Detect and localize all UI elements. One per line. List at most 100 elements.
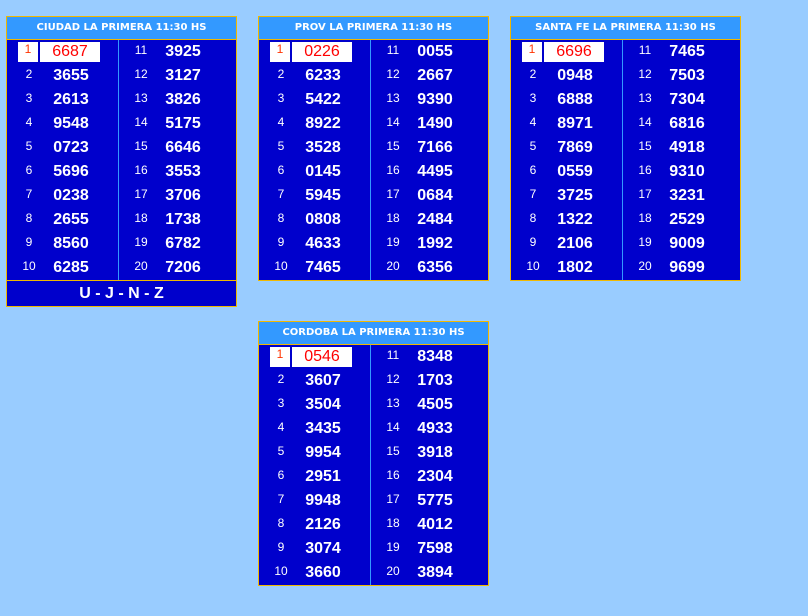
result-number: 5775 [417,492,453,509]
result-number: 7304 [669,91,705,108]
result-row: 15 4918 [623,136,735,160]
result-row: 3 5422 [259,88,371,112]
position-number: 15 [386,444,400,458]
result-number: 3826 [165,91,201,108]
position-number: 4 [529,115,537,129]
result-number: 3504 [305,396,341,413]
result-number: 4918 [669,139,705,156]
position-number: 13 [134,91,148,105]
position-number: 12 [386,372,400,386]
position-number: 1 [522,42,542,62]
result-number: 2655 [53,211,89,228]
results-grid: 1 0546 2 3607 3 3504 4 3435 5 9954 6 2951 7 9948 8 2126… [259,345,488,585]
panel-title: CORDOBA LA PRIMERA 11:30 HS [259,322,488,345]
result-number: 0684 [417,187,453,204]
position-number: 18 [386,516,400,530]
result-number: 3894 [417,564,453,581]
position-number: 1 [18,42,38,62]
result-row: 1 0546 [259,345,371,369]
result-number: 1992 [417,235,453,252]
result-row: 19 6782 [119,232,231,256]
result-row: 7 0238 [7,184,119,208]
result-row: 2 3655 [7,64,119,88]
position-number: 15 [134,139,148,153]
result-number: 7869 [557,139,593,156]
result-number: 2529 [669,211,705,228]
result-row: 11 7465 [623,40,735,64]
result-row: 16 3553 [119,160,231,184]
result-number: 4933 [417,420,453,437]
result-row: 9 4633 [259,232,371,256]
result-number: 9948 [305,492,341,509]
result-row: 6 2951 [259,465,371,489]
result-number: 2106 [557,235,593,252]
result-number: 0226 [292,42,352,62]
result-number: 3655 [53,67,89,84]
position-number: 3 [529,91,537,105]
result-row: 16 9310 [623,160,735,184]
result-row: 4 8971 [511,112,623,136]
position-number: 1 [270,42,290,62]
result-number: 7465 [669,43,705,60]
result-number: 9699 [669,259,705,276]
result-number: 2613 [53,91,89,108]
position-number: 6 [277,163,285,177]
position-number: 7 [25,187,33,201]
result-number: 1738 [165,211,201,228]
result-number: 8348 [417,348,453,365]
result-row: 6 0145 [259,160,371,184]
result-row: 9 3074 [259,537,371,561]
position-number: 11 [638,43,652,57]
result-number: 2951 [305,468,341,485]
result-row: 17 5775 [371,489,483,513]
results-panel: SANTA FE LA PRIMERA 11:30 HS 1 6696 2 0948 3 6… [510,16,741,281]
result-number: 6687 [40,42,100,62]
result-number: 6696 [544,42,604,62]
divider [118,40,119,280]
result-row: 20 6356 [371,256,483,280]
result-number: 2667 [417,67,453,84]
position-number: 20 [134,259,148,273]
result-row: 19 7598 [371,537,483,561]
result-number: 0055 [417,43,453,60]
result-number: 7503 [669,67,705,84]
result-row: 10 6285 [7,256,119,280]
position-number: 3 [25,91,33,105]
position-number: 4 [277,115,285,129]
result-row: 14 1490 [371,112,483,136]
result-row: 5 0723 [7,136,119,160]
position-number: 9 [529,235,537,249]
position-number: 18 [134,211,148,225]
position-number: 7 [529,187,537,201]
position-number: 10 [526,259,540,273]
position-number: 5 [25,139,33,153]
position-number: 20 [386,259,400,273]
position-number: 19 [638,235,652,249]
result-row: 5 3528 [259,136,371,160]
result-number: 3725 [557,187,593,204]
result-number: 5945 [305,187,341,204]
result-row: 1 6687 [7,40,119,64]
position-number: 7 [277,187,285,201]
result-row: 5 9954 [259,441,371,465]
position-number: 17 [386,187,400,201]
position-number: 8 [25,211,33,225]
panel-title: CIUDAD LA PRIMERA 11:30 HS [7,17,236,40]
position-number: 2 [25,67,33,81]
position-number: 9 [277,540,285,554]
result-number: 3435 [305,420,341,437]
result-number: 8560 [53,235,89,252]
result-row: 16 2304 [371,465,483,489]
result-number: 3706 [165,187,201,204]
position-number: 14 [386,420,400,434]
position-number: 8 [277,516,285,530]
result-number: 2484 [417,211,453,228]
position-number: 13 [386,396,400,410]
position-number: 2 [277,67,285,81]
position-number: 12 [638,67,652,81]
position-number: 12 [134,67,148,81]
position-number: 14 [638,115,652,129]
position-number: 19 [134,235,148,249]
divider [370,40,371,280]
result-number: 3925 [165,43,201,60]
